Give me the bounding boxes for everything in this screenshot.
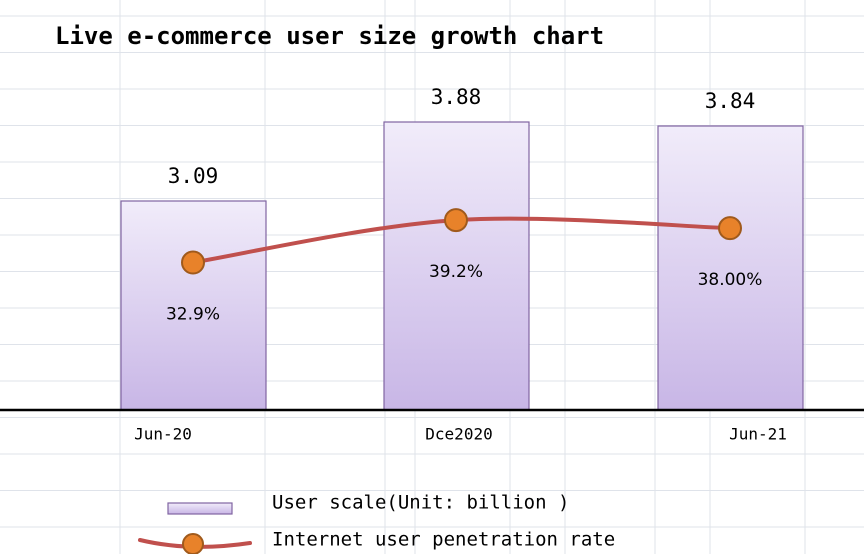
line-value-label: 38.00%: [698, 270, 763, 290]
line-marker: [181, 250, 205, 275]
legend-swatch-bar: [167, 502, 233, 515]
bar-value-label: 3.09: [168, 164, 219, 188]
line-value-label: 32.9%: [166, 305, 220, 325]
legend-label: Internet user penetration rate: [272, 529, 615, 551]
line-value-label: 39.2%: [429, 262, 483, 282]
bar: [120, 200, 267, 411]
bar: [657, 125, 804, 411]
legend-swatch-marker: [182, 533, 204, 554]
chart-title: Live e-commerce user size growth chart: [55, 22, 604, 50]
line-marker: [718, 216, 742, 241]
line-marker: [444, 208, 468, 233]
bar: [383, 121, 530, 411]
x-tick-label: Dce2020: [425, 425, 492, 444]
bar-value-label: 3.88: [431, 85, 482, 109]
bar-value-label: 3.84: [705, 89, 756, 113]
x-tick-label: Jun-21: [729, 425, 787, 444]
x-tick-label: Jun-20: [134, 425, 192, 444]
legend-label: User scale(Unit: billion ): [272, 492, 569, 514]
